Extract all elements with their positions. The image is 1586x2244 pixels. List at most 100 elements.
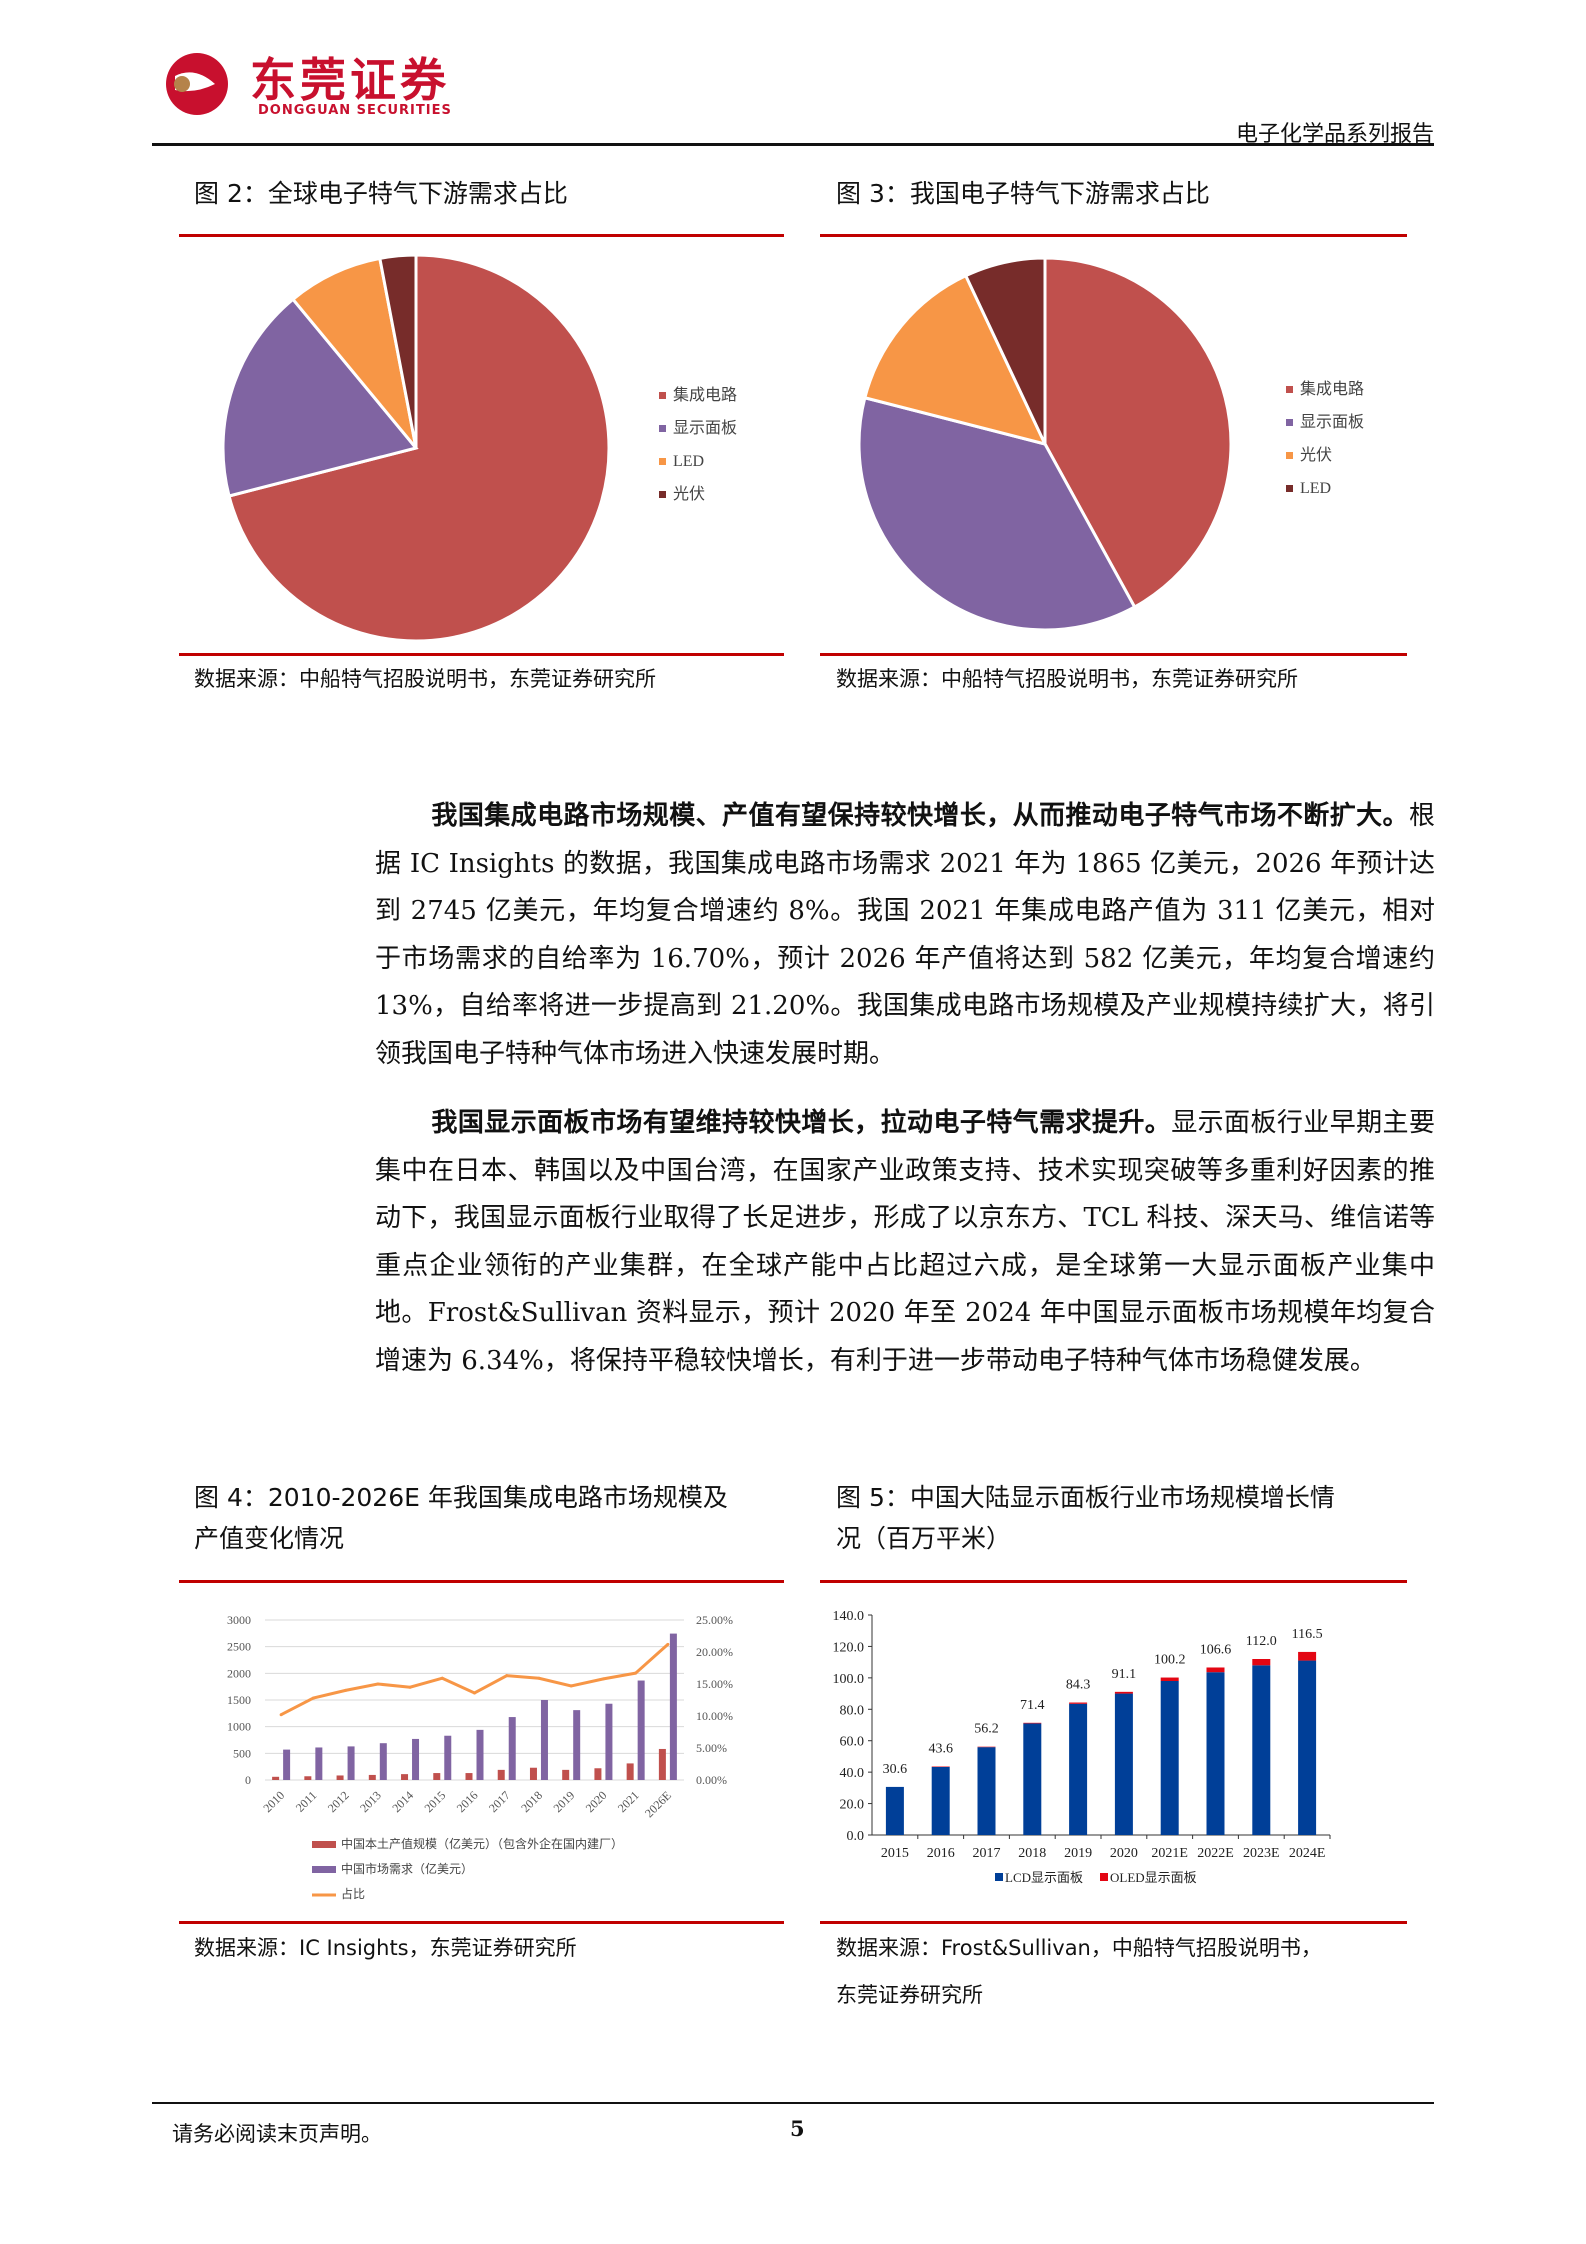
x-tick: 2020: [583, 1788, 610, 1815]
line-point: [473, 1691, 476, 1695]
bar-lcd: [1298, 1660, 1317, 1835]
legend-swatch: [659, 425, 666, 432]
legend-label: 光伏: [1300, 446, 1332, 464]
bar-lcd: [1206, 1672, 1225, 1835]
line-point: [376, 1682, 380, 1686]
line-point: [601, 1677, 605, 1681]
line-point: [344, 1688, 348, 1692]
bar-oled: [1069, 1702, 1088, 1704]
legend-label: 中国市场需求（亿美元）: [341, 1861, 473, 1876]
pie-slice-1: [857, 395, 1137, 632]
fig3-source: 数据来源：中船特气招股说明书，东莞证券研究所: [836, 667, 1298, 691]
y-tick-left: 2500: [227, 1640, 251, 1654]
fig3-top-rule: [820, 234, 1407, 237]
fig5-caption-line2: 况（百万平米）: [836, 1524, 1012, 1553]
legend-label: 显示面板: [673, 419, 737, 437]
bar-production: [562, 1769, 570, 1780]
bar-lcd: [1023, 1723, 1042, 1835]
footer-disclaimer: 请务必阅读末页声明。: [172, 2122, 382, 2146]
page-number: 5: [790, 2116, 805, 2141]
data-label: 84.3: [1066, 1678, 1091, 1693]
legend-label: OLED显示面板: [1110, 1870, 1197, 1885]
legend-label: 集成电路: [1300, 380, 1364, 398]
legend-label: 光伏: [673, 485, 705, 503]
data-label: 43.6: [928, 1741, 953, 1756]
line-point: [666, 1642, 670, 1646]
bar-production: [336, 1775, 344, 1780]
bar-oled: [1114, 1691, 1133, 1694]
legend-label: 占比: [341, 1886, 365, 1901]
fig5-stacked-bar-chart: 0.0 20.0 40.0 60.0 80.0 100.0 120.0 140.0 30.6 20…: [833, 1609, 1331, 1885]
header-divider: [152, 143, 1434, 146]
bar-demand: [605, 1703, 613, 1780]
bar-demand: [573, 1710, 581, 1780]
logo-text: 东莞证券: [250, 53, 450, 107]
bar-oled: [1023, 1722, 1042, 1724]
y-tick-left: 1000: [227, 1720, 251, 1734]
logo-subtext: DONGGUAN SECURITIES: [258, 103, 452, 118]
y-tick-right: 10.00%: [696, 1709, 733, 1723]
bar-production: [626, 1763, 634, 1780]
line-point: [537, 1676, 541, 1680]
bar-lcd: [1160, 1681, 1179, 1835]
data-label: 100.2: [1154, 1653, 1186, 1668]
y-tick: 60.0: [840, 1735, 865, 1750]
y-tick: 40.0: [840, 1766, 865, 1781]
bar-demand: [347, 1746, 355, 1780]
line-point: [505, 1674, 509, 1678]
legend-label: LED: [673, 453, 704, 470]
y-tick-right: 20.00%: [696, 1645, 733, 1659]
bar-demand: [476, 1729, 484, 1780]
bar-production: [401, 1774, 409, 1780]
legend-swatch: [1100, 1873, 1108, 1881]
pie-slice-1: [221, 297, 419, 498]
legend-swatch: [312, 1841, 336, 1848]
x-tick: 2019: [1064, 1846, 1092, 1861]
bar-oled: [1206, 1667, 1225, 1673]
pie-slice-3: [378, 253, 418, 449]
bar-demand: [669, 1633, 677, 1780]
x-tick: 2016: [454, 1788, 481, 1815]
y-tick-right: 5.00%: [696, 1741, 727, 1755]
x-tick: 2017: [486, 1788, 513, 1815]
x-tick: 2021E: [1151, 1846, 1188, 1861]
legend-label: 显示面板: [1300, 413, 1364, 431]
x-tick: 2019: [550, 1788, 577, 1815]
y-tick-left: 2000: [227, 1666, 251, 1680]
x-tick: 2012: [325, 1788, 352, 1815]
y-tick-left: 0: [245, 1773, 251, 1787]
x-tick: 2022E: [1197, 1846, 1234, 1861]
data-label: 91.1: [1112, 1667, 1137, 1682]
bar-oled: [1298, 1651, 1317, 1661]
legend-swatch: [659, 458, 666, 465]
fig2-bottom-rule: [179, 653, 784, 656]
bar-demand: [540, 1700, 548, 1780]
bar-oled: [1252, 1659, 1271, 1666]
fig4-caption-line1: 图 4：2010-2026E 年我国集成电路市场规模及: [194, 1483, 728, 1512]
bar-lcd: [1252, 1665, 1271, 1835]
legend-swatch: [1286, 419, 1293, 426]
pie-slice-0: [227, 253, 611, 643]
data-label: 112.0: [1246, 1634, 1277, 1649]
legend-label: LED: [1300, 480, 1331, 497]
fig5-source-line2: 东莞证券研究所: [836, 1983, 983, 2007]
pie-slice-0: [1043, 256, 1233, 610]
fig4-caption-line2: 产值变化情况: [194, 1524, 345, 1553]
bar-lcd: [1069, 1703, 1088, 1835]
line-point: [440, 1676, 444, 1680]
bar-demand: [637, 1680, 645, 1780]
y-tick: 0.0: [847, 1829, 865, 1844]
y-tick-left: 1500: [227, 1693, 251, 1707]
legend-swatch: [659, 491, 666, 498]
line-point: [634, 1671, 638, 1675]
x-tick: 2023E: [1243, 1846, 1280, 1861]
bar-lcd: [885, 1786, 904, 1835]
bar-lcd: [977, 1747, 996, 1835]
paragraph-lead: 我国显示面板市场有望维持较快增长，拉动电子特气需求提升。: [431, 1108, 1172, 1138]
y-tick-left: 500: [233, 1746, 251, 1760]
bar-production: [304, 1776, 312, 1780]
x-tick: 2013: [357, 1788, 384, 1815]
bar-production: [529, 1767, 537, 1780]
x-tick: 2021: [615, 1788, 642, 1815]
fig4-combo-chart: 0 500 1000 1500 2000 2500 3000 0.00% 5.00% 10.00%…: [227, 1613, 733, 1901]
